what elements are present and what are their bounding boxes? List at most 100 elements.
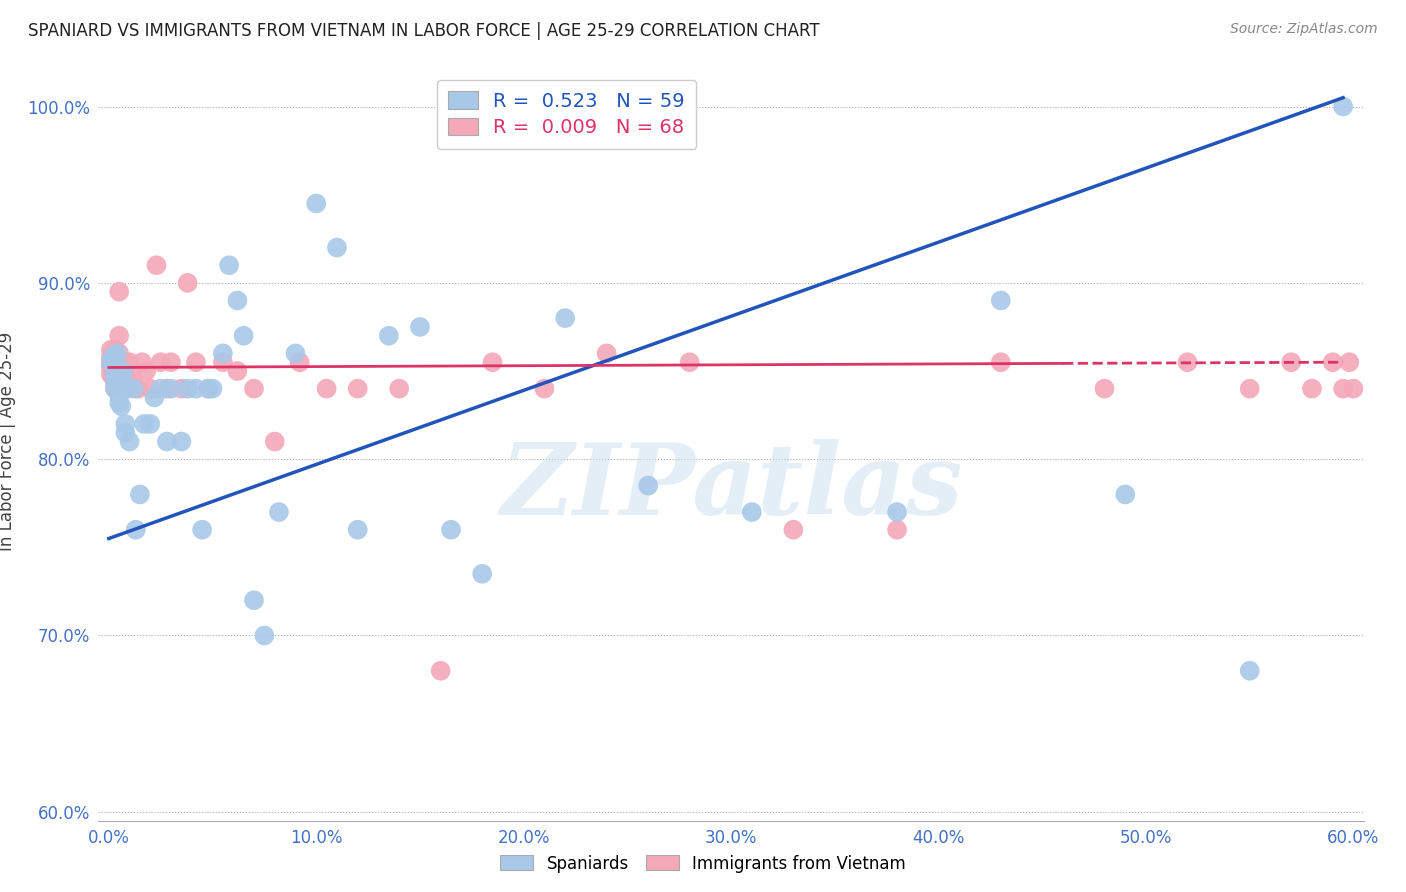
Legend: R =  0.523   N = 59, R =  0.009   N = 68: R = 0.523 N = 59, R = 0.009 N = 68 [437, 79, 696, 149]
Point [105, 373, 128, 387]
Point [160, 355, 183, 369]
Point [1343, 382, 1365, 396]
Point [127, 382, 149, 396]
Point [104, 368, 127, 382]
Point [125, 523, 148, 537]
Point [429, 664, 451, 678]
Point [105, 360, 128, 375]
Point [170, 382, 193, 396]
Point [990, 293, 1012, 308]
Point [108, 346, 131, 360]
Point [143, 391, 166, 405]
Point [104, 382, 127, 396]
Point [1094, 382, 1116, 396]
Point [149, 382, 172, 396]
Point [117, 373, 139, 387]
Point [267, 505, 290, 519]
Point [101, 364, 124, 378]
Point [184, 355, 207, 369]
Point [243, 382, 266, 396]
Point [104, 375, 127, 389]
Point [288, 355, 311, 369]
Point [440, 523, 463, 537]
Point [104, 375, 127, 389]
Point [105, 364, 128, 378]
Point [886, 523, 908, 537]
Point [112, 364, 135, 378]
Point [1279, 355, 1302, 369]
Point [990, 355, 1012, 369]
Point [149, 355, 172, 369]
Point [118, 434, 141, 449]
Point [114, 355, 136, 369]
Point [1331, 382, 1354, 396]
Point [108, 328, 131, 343]
Point [132, 417, 155, 431]
Point [110, 373, 132, 387]
Point [595, 346, 617, 360]
Point [226, 364, 249, 378]
Point [1177, 355, 1199, 369]
Point [104, 359, 127, 373]
Point [315, 382, 337, 396]
Point [145, 258, 167, 272]
Point [100, 360, 122, 375]
Point [101, 359, 124, 373]
Point [184, 382, 207, 396]
Point [118, 355, 141, 369]
Text: ZIPatlas: ZIPatlas [501, 439, 962, 535]
Point [110, 355, 132, 369]
Text: Source: ZipAtlas.com: Source: ZipAtlas.com [1230, 22, 1378, 37]
Point [122, 382, 145, 396]
Point [100, 368, 122, 382]
Point [160, 382, 183, 396]
Point [212, 355, 235, 369]
Point [886, 505, 908, 519]
Point [110, 364, 132, 378]
Point [253, 628, 276, 642]
Point [1239, 664, 1261, 678]
Point [1301, 382, 1323, 396]
Point [156, 382, 179, 396]
Point [176, 382, 198, 396]
Point [170, 434, 193, 449]
Point [104, 360, 127, 375]
Point [114, 425, 136, 440]
Point [114, 417, 136, 431]
Point [131, 355, 153, 369]
Point [637, 478, 659, 492]
Point [100, 355, 122, 369]
Point [378, 328, 401, 343]
Point [481, 355, 503, 369]
Point [122, 373, 145, 387]
Point [1322, 355, 1344, 369]
Point [678, 355, 700, 369]
Point [346, 382, 368, 396]
Point [197, 382, 219, 396]
Point [212, 346, 235, 360]
Point [101, 350, 124, 364]
Point [305, 196, 328, 211]
Point [104, 382, 127, 396]
Point [100, 355, 122, 369]
Point [409, 320, 432, 334]
Point [100, 343, 122, 357]
Point [104, 368, 127, 382]
Point [1239, 382, 1261, 396]
Point [156, 434, 179, 449]
Point [139, 382, 162, 396]
Point [1114, 487, 1136, 501]
Point [100, 350, 122, 364]
Point [201, 382, 224, 396]
Point [104, 355, 127, 369]
Point [326, 241, 349, 255]
Point [105, 357, 128, 371]
Point [782, 523, 804, 537]
Point [101, 355, 124, 369]
Point [108, 389, 131, 403]
Point [104, 343, 127, 357]
Point [554, 311, 576, 326]
Point [112, 382, 135, 396]
Point [135, 364, 157, 378]
Point [533, 382, 555, 396]
